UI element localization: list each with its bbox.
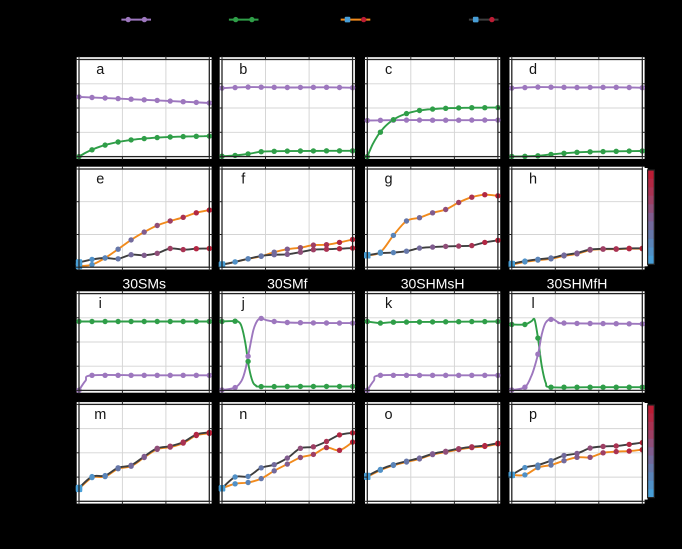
svg-text:h: h [529, 172, 537, 188]
svg-text:p: p [529, 407, 537, 423]
svg-text:n: n [239, 407, 247, 423]
svg-text:b: b [239, 62, 247, 78]
svg-text:30SHMfH: 30SHMfH [547, 276, 608, 292]
svg-text:j: j [241, 296, 245, 312]
svg-text:e: e [96, 172, 104, 188]
svg-text:m: m [94, 407, 106, 423]
svg-text:d: d [529, 62, 537, 78]
svg-text:30SMf: 30SMf [267, 276, 308, 292]
svg-text:i: i [99, 296, 102, 312]
svg-text:30SMs: 30SMs [122, 276, 166, 292]
svg-text:f: f [241, 172, 246, 188]
svg-text:g: g [385, 172, 393, 188]
svg-text:c: c [385, 62, 392, 78]
svg-text:30SHMsH: 30SHMsH [401, 276, 465, 292]
svg-text:a: a [96, 62, 105, 78]
svg-text:l: l [531, 296, 534, 312]
svg-text:k: k [385, 296, 393, 312]
svg-text:o: o [385, 407, 393, 423]
